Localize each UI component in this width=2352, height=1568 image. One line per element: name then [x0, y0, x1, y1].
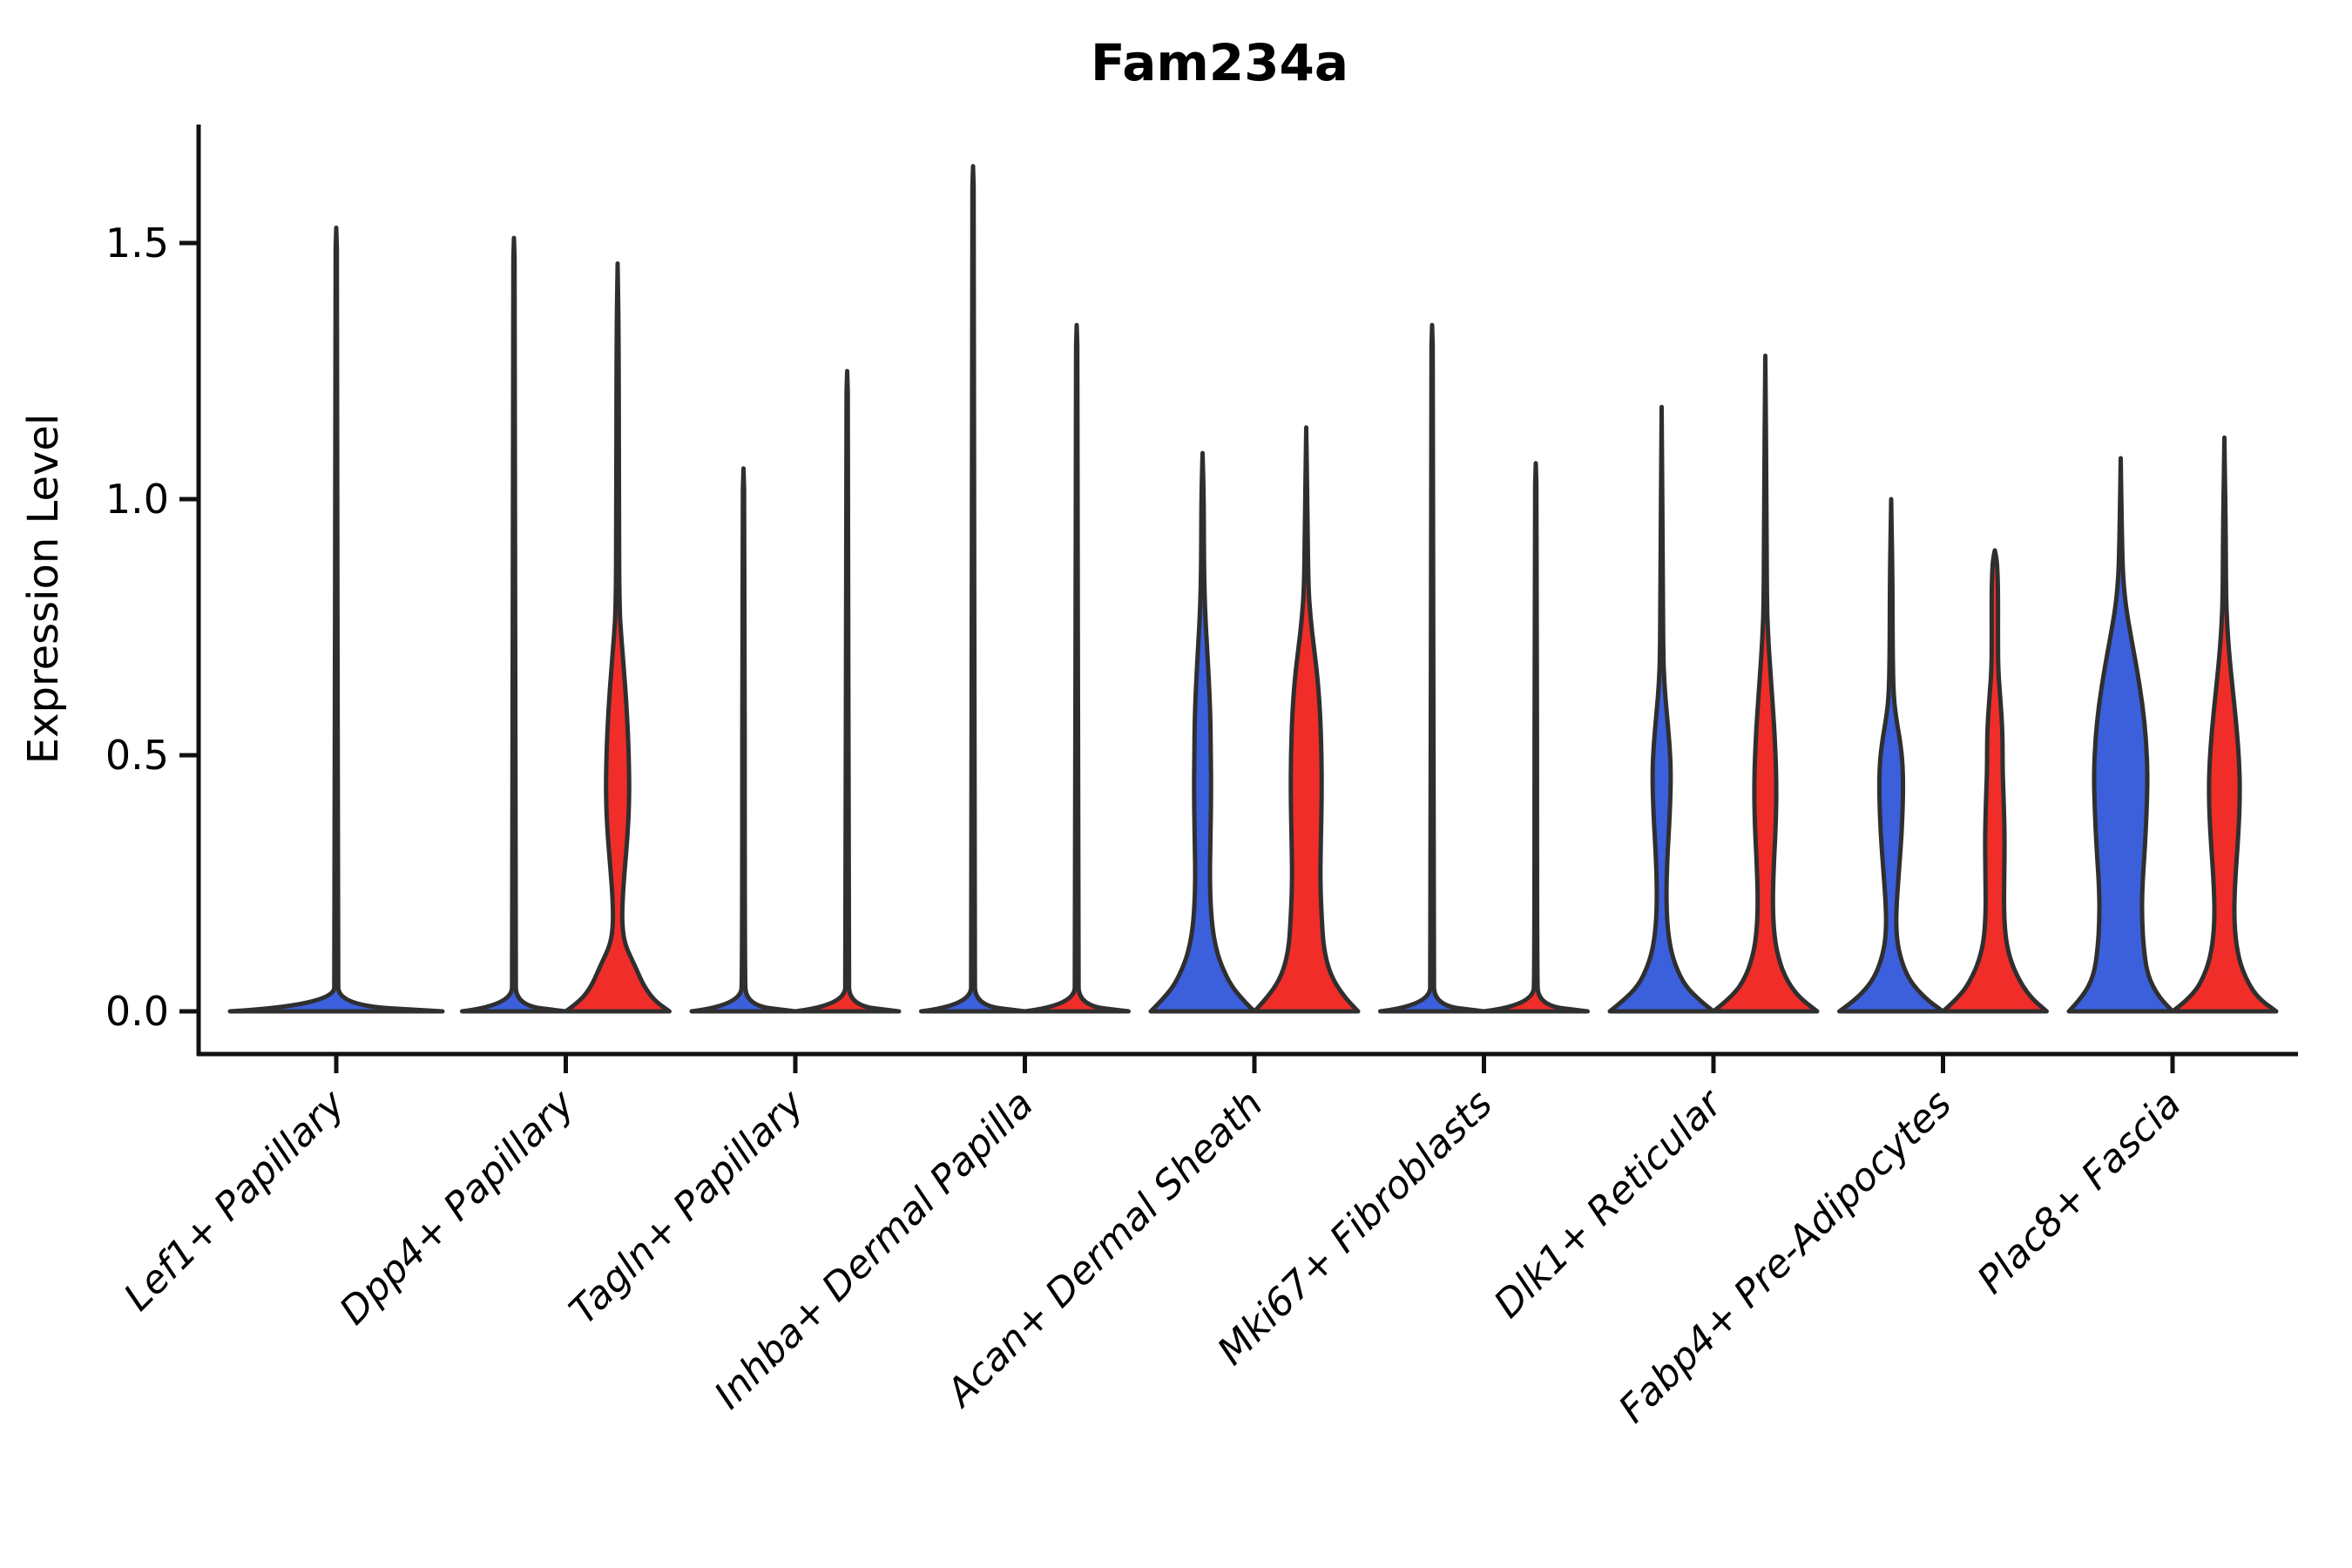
violin-fabp4-pre-adipocytes-red [1941, 548, 2049, 1014]
violin-plac8-fascia-blue [2066, 456, 2175, 1014]
y-tick-label: 0.5 [105, 732, 169, 779]
violin-lef1-papillary-blue [227, 225, 445, 1014]
violin-acan-dermal-sheath-red [1252, 425, 1361, 1014]
violin-tagln-papillary-red [793, 368, 902, 1014]
y-tick-label: 1.0 [105, 476, 169, 523]
violin-acan-dermal-sheath-blue [1148, 450, 1257, 1014]
violin-dpp4-papillary-red [564, 261, 672, 1014]
violin-dlk1-reticular-red [1711, 353, 1820, 1014]
y-axis-label: Expression Level [19, 414, 68, 765]
violin-dlk1-reticular-blue [1607, 404, 1716, 1014]
violin-plac8-fascia-red [2170, 435, 2279, 1014]
violin-dpp4-papillary-blue [460, 235, 568, 1014]
violin-tagln-papillary-blue [689, 466, 798, 1014]
chart-title: Fam234a [1091, 33, 1348, 92]
violin-fabp4-pre-adipocytes-blue [1837, 497, 1945, 1014]
violin-inhba-dermal-papilla-red [1023, 322, 1131, 1014]
y-tick-label: 1.5 [105, 220, 169, 267]
y-ticks-layer: 0.0 0.5 1.0 1.5 [105, 220, 199, 1035]
y-tick-label: 0.0 [105, 988, 169, 1035]
violins-layer [227, 164, 2279, 1014]
violin-mki67-fibroblasts-red [1482, 461, 1590, 1014]
violin-inhba-dermal-papilla-blue [919, 164, 1027, 1014]
violin-mki67-fibroblasts-blue [1378, 322, 1486, 1014]
